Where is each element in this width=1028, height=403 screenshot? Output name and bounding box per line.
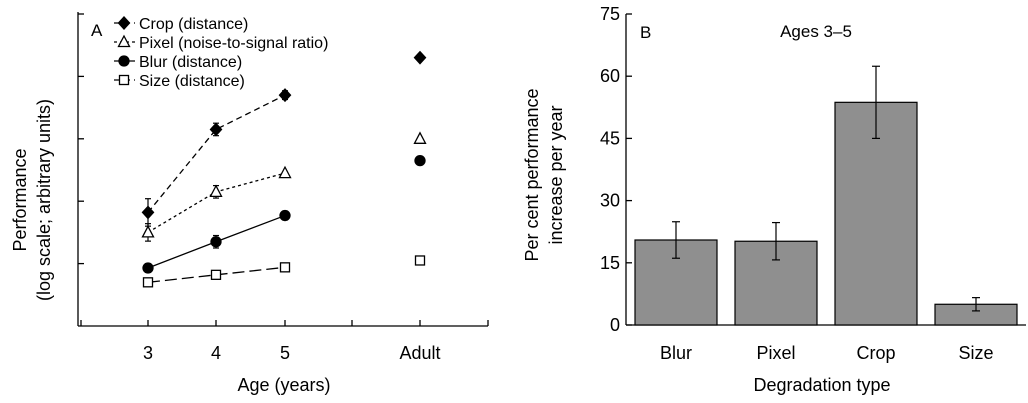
data-point	[279, 262, 291, 273]
panel-a-label: A	[91, 21, 103, 40]
panel-b-axes: 0 15 30 45 60 75	[600, 4, 1026, 335]
panel-b-x-tick-label: Pixel	[756, 343, 795, 363]
panel-b-y-tick-label: 60	[600, 66, 620, 86]
panel-b-y-tick-label: 45	[600, 128, 620, 148]
panel-b-x-tick-label: Blur	[660, 343, 692, 363]
data-point	[141, 224, 155, 238]
legend-marker	[118, 74, 130, 86]
data-point	[142, 262, 154, 274]
panel-b-y-tick-label: 75	[600, 4, 620, 24]
adult-data-point	[414, 255, 426, 266]
panel-b-y-axis-label-line-1: Per cent performance	[522, 88, 542, 261]
panel-a: A Performance (log scale; arbitrary unit…	[10, 12, 489, 395]
panel-b: B Ages 3–5 Per cent performance increase…	[522, 4, 1026, 395]
adult-data-point	[413, 131, 427, 144]
panel-b-title: Ages 3–5	[780, 22, 852, 41]
panel-a-x-tick-label: 4	[211, 343, 221, 363]
data-point	[209, 122, 223, 137]
panel-b-x-tick-label: Size	[958, 343, 993, 363]
data-point	[209, 184, 223, 197]
panel-a-x-tick-label: 5	[280, 343, 290, 363]
legend-marker	[117, 16, 131, 30]
legend-label: Size (distance)	[139, 73, 245, 90]
panel-b-y-tick-label: 30	[600, 191, 620, 211]
panel-a-y-axis-label-line-2: (log scale; arbitrary units)	[34, 99, 54, 301]
data-point	[210, 269, 222, 280]
panel-a-series	[141, 50, 427, 288]
panel-b-y-tick-label: 0	[610, 315, 620, 335]
series-line	[147, 94, 286, 213]
panel-a-y-axis-label-line-1: Performance	[10, 148, 30, 251]
panel-a-x-axis-label: Age (years)	[237, 375, 330, 395]
data-point	[278, 165, 292, 179]
legend-label: Pixel (noise-to-signal ratio)	[139, 35, 328, 52]
panel-b-x-axis-label: Degradation type	[753, 375, 890, 395]
panel-b-x-tick-label: Crop	[856, 343, 895, 363]
legend-label: Blur (distance)	[139, 54, 242, 71]
data-point	[279, 209, 291, 222]
data-point	[141, 205, 155, 220]
panel-b-y-axis-label-line-2: increase per year	[546, 105, 566, 244]
adult-data-point	[414, 154, 426, 167]
panel-a-legend: Crop (distance) Pixel (noise-to-signal ra…	[114, 16, 328, 90]
adult-data-point	[413, 50, 427, 65]
panel-a-x-tick-label: Adult	[399, 343, 440, 363]
legend-label: Crop (distance)	[139, 16, 248, 33]
panel-a-axes: 3 4 5 Adult	[77, 12, 489, 363]
data-point	[142, 277, 154, 288]
panel-b-bars: Blur Pixel Crop Size	[634, 65, 1018, 363]
panel-b-label: B	[640, 23, 651, 42]
data-point	[278, 88, 292, 103]
legend-marker	[118, 55, 130, 67]
data-point	[210, 236, 222, 248]
legend-marker	[117, 34, 131, 48]
bar	[834, 101, 918, 326]
panel-b-y-tick-label: 15	[600, 253, 620, 273]
panel-a-x-tick-label: 3	[143, 343, 153, 363]
